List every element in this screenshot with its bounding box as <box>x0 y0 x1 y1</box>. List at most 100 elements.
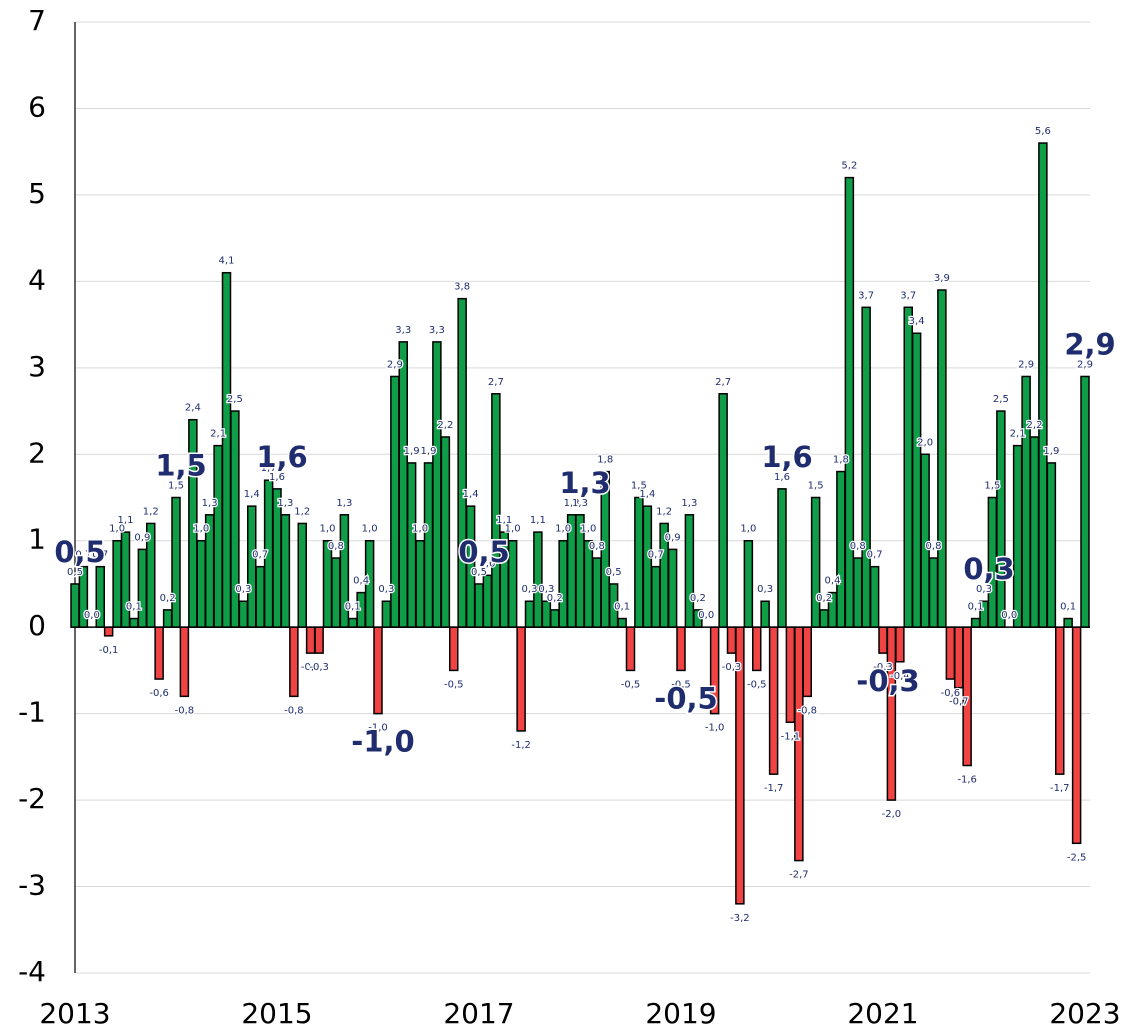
bar <box>331 557 341 628</box>
value-label: 0,0 <box>1001 610 1017 621</box>
bar <box>432 341 442 628</box>
y-tick-label: 1 <box>28 523 46 556</box>
bar <box>348 617 358 628</box>
bar <box>954 626 964 689</box>
value-label: 0,2 <box>547 593 563 604</box>
value-label: -0,5 <box>747 679 767 690</box>
value-label: -2,5 <box>1067 852 1087 863</box>
bar <box>491 393 501 628</box>
value-label: -0,8 <box>284 705 304 716</box>
value-label: 1,1 <box>496 515 512 526</box>
bar <box>1071 626 1082 845</box>
value-label: 2,9 <box>1077 359 1093 370</box>
value-label: 1,3 <box>202 498 218 509</box>
value-label: -0,6 <box>149 688 169 699</box>
value-label: -0,3 <box>873 662 893 673</box>
bar <box>853 557 863 628</box>
value-label: 0,8 <box>328 541 344 552</box>
annotation: -1,0 <box>351 725 414 759</box>
value-label: 3,3 <box>395 325 411 336</box>
value-label: 4,1 <box>219 256 235 267</box>
value-label: 0,6 <box>479 558 495 569</box>
value-label: 3,7 <box>858 290 874 301</box>
bar <box>726 626 737 654</box>
value-label: 0,2 <box>690 593 706 604</box>
value-label: 0,3 <box>235 584 251 595</box>
bar <box>314 626 324 654</box>
value-label: 0,1 <box>614 602 630 613</box>
value-label: 0,8 <box>589 541 605 552</box>
bar <box>676 626 686 672</box>
value-label: 2,5 <box>227 394 243 405</box>
bar <box>651 565 661 628</box>
bar <box>1080 375 1090 628</box>
bar <box>819 609 829 628</box>
bar <box>398 341 408 628</box>
bar <box>861 306 871 628</box>
value-label: -0,3 <box>301 662 321 673</box>
value-label: -0,7 <box>949 697 969 708</box>
bar <box>247 505 257 628</box>
value-label: -1,0 <box>368 723 388 734</box>
value-label: 1,9 <box>421 446 437 457</box>
value-label: 2,9 <box>387 359 403 370</box>
bar <box>213 444 223 628</box>
value-label: 1,1 <box>118 515 134 526</box>
bar <box>718 393 728 628</box>
bar <box>541 600 552 628</box>
value-label: 0,9 <box>665 532 681 543</box>
value-label: -1,2 <box>511 740 531 751</box>
bar <box>970 617 981 628</box>
bar <box>1046 462 1057 628</box>
value-label: -1,7 <box>764 783 784 794</box>
bar <box>373 626 383 715</box>
bar <box>196 539 206 628</box>
value-label: 0,7 <box>92 550 108 561</box>
value-label: -1,7 <box>1050 783 1070 794</box>
bar <box>1063 617 1073 628</box>
value-label: 0,7 <box>648 550 664 561</box>
value-label: 0,2 <box>816 593 832 604</box>
annotation: 2,9 <box>1064 327 1115 361</box>
value-label: -3,2 <box>730 913 750 924</box>
bar <box>760 600 770 628</box>
value-label: -1,1 <box>781 731 801 742</box>
x-tick-label: 2019 <box>645 997 716 1030</box>
bar <box>129 617 139 628</box>
value-label: 0,3 <box>976 584 992 595</box>
bar <box>634 496 644 628</box>
value-label: 0,4 <box>825 576 841 587</box>
bar <box>507 539 518 628</box>
value-label: 5,2 <box>841 161 857 172</box>
bar <box>297 522 307 628</box>
annotation: -0,3 <box>856 664 919 698</box>
bar <box>886 626 897 801</box>
bar <box>550 609 560 628</box>
value-label: 1,5 <box>808 481 824 492</box>
value-label: 0,1 <box>968 602 984 613</box>
value-label: 0,9 <box>134 532 150 543</box>
value-label: 3,7 <box>900 290 916 301</box>
value-label: 2,9 <box>1018 359 1034 370</box>
value-label: 1,3 <box>681 498 697 509</box>
value-label: 2,7 <box>715 377 731 388</box>
value-label: -1,0 <box>705 723 725 734</box>
bar <box>937 289 947 628</box>
value-label: 1,6 <box>269 472 285 483</box>
value-label: 0,1 <box>345 602 361 613</box>
value-label: 1,8 <box>597 455 613 466</box>
bar <box>103 626 114 637</box>
bar <box>642 505 653 628</box>
bar <box>1021 375 1031 628</box>
value-label: 2,2 <box>437 420 453 431</box>
value-label: 3,9 <box>934 273 950 284</box>
value-label: 3,3 <box>429 325 445 336</box>
value-label: 1,6 <box>774 472 790 483</box>
bar <box>524 600 535 628</box>
value-label: 1,9 <box>1043 446 1059 457</box>
value-label: 1,3 <box>277 498 293 509</box>
bar <box>794 626 804 862</box>
value-label: 1,3 <box>336 498 352 509</box>
value-label: 0,8 <box>850 541 866 552</box>
y-tick-label: 5 <box>28 177 46 210</box>
